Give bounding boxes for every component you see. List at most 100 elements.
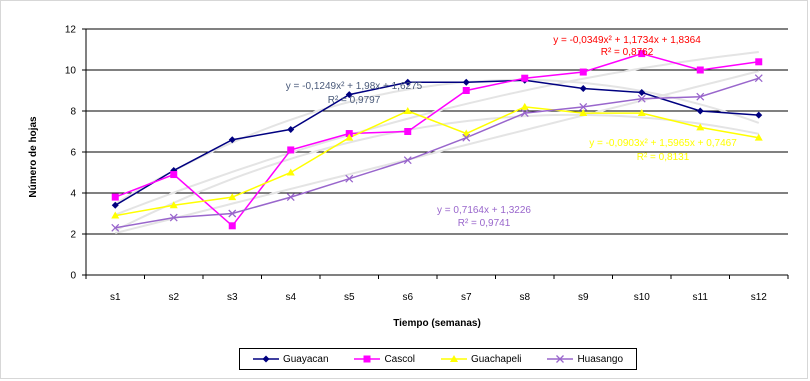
- x-axis-label: Tiempo (semanas): [393, 318, 481, 329]
- legend-swatch: [547, 355, 574, 363]
- legend-label: Cascol: [384, 353, 416, 365]
- data-point: [462, 87, 470, 94]
- x-tick-label: s4: [285, 292, 296, 303]
- data-point: [754, 74, 763, 83]
- data-point: [449, 355, 458, 362]
- y-tick-label: 12: [65, 25, 77, 36]
- data-point: [403, 156, 412, 165]
- legend-swatch: [252, 355, 279, 363]
- x-tick-label: s5: [344, 292, 355, 303]
- data-point: [579, 109, 588, 117]
- data-point: [462, 78, 470, 86]
- data-point: [755, 111, 763, 119]
- data-point: [579, 84, 587, 92]
- data-point: [345, 91, 353, 99]
- data-point: [169, 201, 178, 209]
- data-point: [579, 68, 587, 76]
- legend-swatch: [440, 355, 467, 362]
- data-point: [170, 171, 178, 179]
- trendline: [114, 78, 760, 205]
- data-point: [228, 136, 236, 144]
- y-tick-label: 2: [70, 230, 76, 241]
- data-point: [345, 130, 353, 138]
- legend-item: Guayacan: [252, 353, 329, 365]
- data-point: [404, 128, 412, 135]
- data-point: [638, 89, 646, 97]
- data-point: [637, 94, 646, 103]
- x-tick-label: s2: [168, 292, 179, 303]
- series-lines: [114, 52, 760, 229]
- data-point: [637, 109, 646, 117]
- data-point: [696, 92, 705, 101]
- trendline-equation: y = -0,1249x² + 1,98x + 1,6275: [286, 81, 423, 92]
- y-tick-label: 6: [70, 148, 76, 159]
- data-point: [286, 168, 295, 176]
- tick-labels: 0 2 4 6 8 10 12 s1 s2 s3 s4 s5 s6 s7 s8 s9 s10 s11 s12: [65, 25, 767, 304]
- data-point: [696, 123, 705, 131]
- x-tick-label: s11: [693, 292, 709, 303]
- data-point: [404, 78, 412, 86]
- data-point: [556, 355, 565, 363]
- legend-item: Cascol: [354, 354, 415, 365]
- data-point: [287, 125, 295, 133]
- gridlines: [86, 28, 788, 235]
- x-tick-label: s3: [227, 292, 238, 303]
- trendline-r-squared: R² = 0,8762: [601, 47, 654, 58]
- data-point: [287, 146, 295, 154]
- data-point: [696, 66, 704, 74]
- legend-item: Guachapeli: [440, 353, 522, 365]
- data-point: [262, 355, 270, 363]
- trendline-r-squared: R² = 0,8131: [637, 152, 690, 163]
- x-tick-label: s8: [519, 292, 530, 303]
- y-tick-label: 10: [65, 66, 77, 77]
- data-point: [363, 355, 371, 363]
- data-point: [111, 193, 119, 201]
- data-point: [696, 107, 704, 115]
- series-line: [115, 106, 759, 217]
- trendline-equation: y = -0,0903x² + 1,5965x + 0,7467: [589, 138, 737, 149]
- y-tick-label: 4: [70, 189, 76, 200]
- data-point: [228, 222, 236, 230]
- y-tick-label: 0: [70, 271, 76, 282]
- data-point: [111, 211, 120, 219]
- data-point: [169, 213, 178, 222]
- legend-label: Guayacan: [282, 353, 329, 365]
- y-axis-label: Número de hojas: [28, 116, 39, 198]
- trendline-equation: y = 0,7164x + 1,3226: [437, 205, 531, 216]
- data-point: [754, 133, 763, 141]
- data-point: [755, 58, 763, 66]
- data-point: [520, 102, 529, 110]
- data-point: [345, 133, 354, 141]
- data-point: [579, 102, 588, 111]
- x-tick-label: s9: [578, 292, 589, 303]
- data-point: [111, 201, 119, 209]
- x-tick-label: s6: [402, 292, 413, 303]
- data-point: [228, 209, 237, 218]
- data-point: [638, 50, 646, 58]
- legend-item: Huasango: [547, 354, 623, 365]
- x-tick-label: s7: [461, 292, 472, 303]
- trendline: [114, 51, 759, 216]
- legend-label: Guachapeli: [470, 353, 522, 365]
- x-tick-label: s10: [634, 292, 651, 303]
- x-tick-label: s12: [751, 292, 768, 303]
- series-line: [115, 52, 759, 227]
- legend-swatch: [354, 355, 381, 363]
- legend-label: Huasango: [577, 353, 624, 365]
- series-line: [115, 77, 760, 229]
- series-line: [114, 79, 759, 206]
- data-point: [286, 193, 295, 202]
- x-tick-label: s1: [110, 292, 121, 303]
- series-markers: [111, 50, 763, 232]
- axes: [82, 28, 789, 279]
- data-point: [462, 133, 471, 142]
- trendline: [114, 113, 759, 232]
- data-point: [521, 74, 529, 82]
- data-point: [403, 107, 412, 114]
- data-point: [345, 174, 354, 183]
- data-point: [111, 223, 120, 232]
- data-point: [520, 109, 529, 118]
